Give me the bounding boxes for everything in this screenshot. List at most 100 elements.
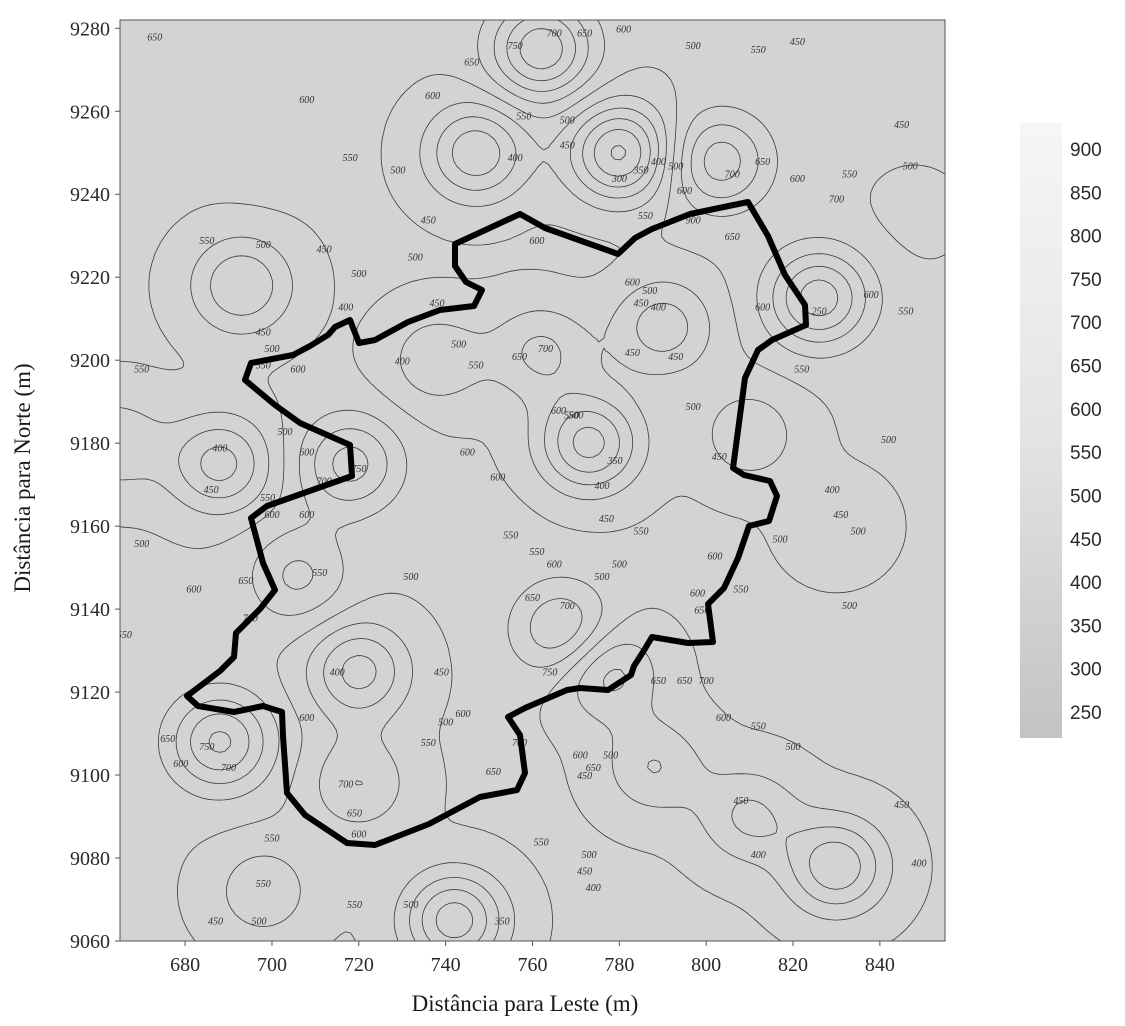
y-axis-title: Distância para Norte (m) (10, 363, 35, 592)
contour-label: 500 (686, 402, 701, 413)
contour-label: 400 (395, 356, 410, 367)
contour-label: 500 (773, 535, 788, 546)
contour-label: 750 (508, 41, 523, 52)
contour-label: 450 (634, 298, 649, 309)
contour-label: 650 (464, 58, 479, 69)
x-tick-label: 700 (257, 954, 287, 976)
contour-label: 650 (755, 157, 770, 168)
contour-label: 650 (347, 809, 362, 820)
contour-label: 750 (199, 742, 214, 753)
contour-label: 600 (716, 713, 731, 724)
contour-label: 500 (612, 560, 627, 571)
contour-label: 500 (351, 269, 366, 280)
contour-label: 550 (534, 838, 549, 849)
contour-label: 500 (881, 435, 896, 446)
contour-label: 600 (425, 91, 440, 102)
contour-label: 400 (330, 667, 345, 678)
contour-label: 550 (751, 45, 766, 56)
colorbar-tick-label: 650 (1070, 357, 1102, 378)
colorbar-tick-label: 450 (1070, 530, 1102, 551)
contour-label: 550 (516, 112, 531, 123)
contour-label: 550 (469, 360, 484, 371)
contour-label: 550 (264, 833, 279, 844)
contour-label: 500 (438, 717, 453, 728)
contour-label: 450 (204, 485, 219, 496)
contour-label: 600 (755, 302, 770, 313)
colorbar (1020, 123, 1062, 738)
x-tick-label: 800 (691, 954, 721, 976)
contour-label: 700 (338, 780, 353, 791)
contour-label: 450 (599, 514, 614, 525)
contour-label: 700 (560, 601, 575, 612)
contour-label: 600 (707, 551, 722, 562)
contour-label: 550 (134, 365, 149, 376)
contour-label: 550 (733, 585, 748, 596)
contour-label: 600 (490, 473, 505, 484)
colorbar-tick-label: 300 (1070, 660, 1102, 681)
contour-label: 700 (317, 477, 332, 488)
x-tick-label: 720 (344, 954, 374, 976)
contour-line-400 (200, 118, 861, 941)
contour-label: 550 (256, 360, 271, 371)
contour-label: 550 (794, 365, 809, 376)
contour-line-700 (190, 20, 853, 771)
y-tick-label: 9100 (70, 765, 110, 787)
contour-label: 500 (568, 410, 583, 421)
contour-label: 650 (725, 232, 740, 243)
contour-label: 550 (564, 410, 579, 421)
contour-label: 500 (560, 116, 575, 127)
contour-label: 500 (594, 572, 609, 583)
contour-label: 450 (256, 327, 271, 338)
contour-label: 750 (542, 667, 557, 678)
contour-label: 500 (134, 539, 149, 550)
contour-label: 450 (712, 452, 727, 463)
contour-label: 550 (256, 879, 271, 890)
contour-label: 550 (842, 170, 857, 181)
contour-line-500 (120, 94, 894, 941)
x-axis-title: Distância para Leste (m) (412, 991, 639, 1016)
colorbar-tick-label: 800 (1070, 227, 1102, 248)
contour-label: 550 (634, 526, 649, 537)
colorbar-tick-label: 700 (1070, 313, 1102, 334)
x-tick-label: 740 (431, 954, 461, 976)
contour-label: 450 (833, 510, 848, 521)
contour-label: 550 (117, 630, 132, 641)
contour-label: 650 (525, 593, 540, 604)
colorbar-tick-label: 250 (1070, 703, 1102, 724)
y-axis-ticks: 9060 9080 9100 9120 9140 9160 9180 9200 9220 9240… (70, 18, 120, 953)
plot-background (120, 20, 945, 941)
contour-label: 700 (221, 763, 236, 774)
contour-label: 500 (278, 427, 293, 438)
contour-label: 550 (343, 153, 358, 164)
contour-label: 600 (456, 709, 471, 720)
y-tick-label: 9060 (70, 931, 110, 953)
contour-line-350 (435, 129, 642, 939)
contour-label: 450 (421, 215, 436, 226)
contour-label: 600 (299, 448, 314, 459)
contour-label: 500 (403, 900, 418, 911)
contour-label: 500 (686, 41, 701, 52)
contour-label: 450 (625, 348, 640, 359)
contour-label: 700 (829, 195, 844, 206)
contour-label: 500 (786, 742, 801, 753)
contour-label: 600 (299, 510, 314, 521)
contour-label: 500 (851, 526, 866, 537)
y-tick-label: 9280 (70, 18, 110, 40)
contour-label: 500 (642, 286, 657, 297)
contour-label: 550 (898, 307, 913, 318)
contour-label: 700 (547, 29, 562, 40)
contour-label: 450 (894, 800, 909, 811)
contour-label: 350 (633, 166, 649, 177)
contour-label: 500 (903, 161, 918, 172)
colorbar-tick-label: 600 (1070, 400, 1102, 421)
contour-label: 300 (611, 174, 627, 185)
contour-label: 450 (429, 298, 444, 309)
contour-label: 650 (586, 763, 601, 774)
x-tick-label: 840 (865, 954, 895, 976)
y-tick-label: 9260 (70, 101, 110, 123)
contour-label: 600 (790, 174, 805, 185)
contour-label: 650 (238, 576, 253, 587)
contour-label: 250 (812, 307, 827, 318)
x-axis-ticks: 680 700 720 740 760 780 800 820 840 (170, 941, 895, 976)
